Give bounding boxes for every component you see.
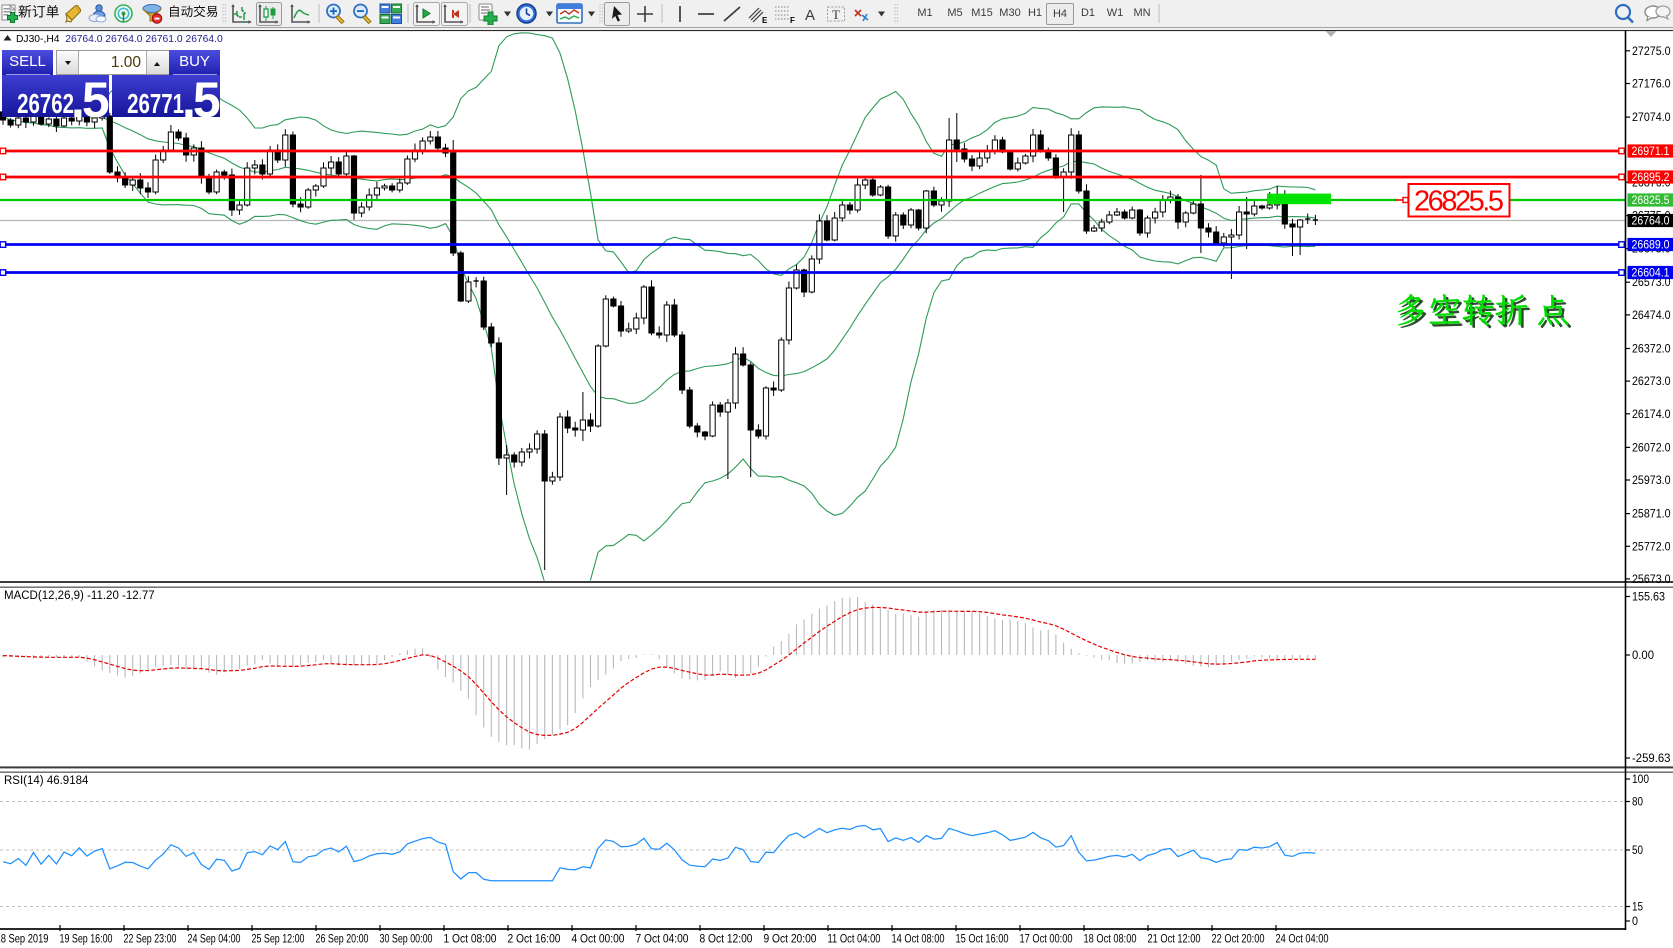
svg-text:25871.0: 25871.0	[1632, 509, 1671, 521]
svg-text:24 Sep 04:00: 24 Sep 04:00	[188, 934, 241, 946]
svg-text:26825.5: 26825.5	[1414, 186, 1504, 218]
svg-text:14 Oct 08:00: 14 Oct 08:00	[892, 934, 945, 946]
svg-text:25 Sep 12:00: 25 Sep 12:00	[252, 934, 305, 946]
svg-text:26573.0: 26573.0	[1632, 277, 1671, 289]
svg-text:26895.2: 26895.2	[1632, 172, 1670, 184]
svg-text:26971.1: 26971.1	[1632, 146, 1670, 158]
svg-text:T: T	[832, 7, 840, 22]
svg-text:9 Oct 20:00: 9 Oct 20:00	[764, 934, 817, 946]
svg-text:F: F	[790, 16, 795, 25]
svg-text:27074.0: 27074.0	[1632, 112, 1671, 124]
svg-text:0.00: 0.00	[1632, 650, 1654, 662]
svg-text:26825.5: 26825.5	[1632, 195, 1670, 207]
svg-text:15: 15	[1632, 902, 1643, 914]
svg-text:7 Oct 04:00: 7 Oct 04:00	[636, 934, 689, 946]
svg-text:22 Oct 20:00: 22 Oct 20:00	[1212, 934, 1265, 946]
svg-text:4 Oct 00:00: 4 Oct 00:00	[572, 934, 625, 946]
svg-text:50: 50	[1632, 845, 1643, 857]
svg-text:25973.0: 25973.0	[1632, 475, 1671, 487]
svg-text:26 Sep 20:00: 26 Sep 20:00	[316, 934, 369, 946]
svg-text:24 Oct 04:00: 24 Oct 04:00	[1276, 934, 1329, 946]
svg-text:17 Oct 00:00: 17 Oct 00:00	[1020, 934, 1073, 946]
svg-text:26372.0: 26372.0	[1632, 344, 1671, 356]
svg-text:18 Sep 2019: 18 Sep 2019	[0, 934, 49, 946]
svg-text:15 Oct 16:00: 15 Oct 16:00	[956, 934, 1009, 946]
svg-text:155.63: 155.63	[1632, 592, 1665, 604]
svg-text:2 Oct 16:00: 2 Oct 16:00	[508, 934, 561, 946]
svg-text:100: 100	[1632, 774, 1649, 786]
svg-text:26174.0: 26174.0	[1632, 409, 1671, 421]
svg-text:11 Oct 04:00: 11 Oct 04:00	[828, 934, 881, 946]
svg-text:0: 0	[1632, 916, 1638, 928]
svg-text:19 Sep 16:00: 19 Sep 16:00	[60, 934, 113, 946]
svg-text:21 Oct 12:00: 21 Oct 12:00	[1148, 934, 1201, 946]
svg-text:30 Sep 00:00: 30 Sep 00:00	[380, 934, 433, 946]
svg-text:22 Sep 23:00: 22 Sep 23:00	[124, 934, 177, 946]
svg-text:RSI(14) 46.9184: RSI(14) 46.9184	[4, 775, 89, 787]
svg-text:25673.0: 25673.0	[1632, 574, 1671, 586]
svg-text:8 Oct 12:00: 8 Oct 12:00	[700, 934, 753, 946]
svg-text:26273.0: 26273.0	[1632, 376, 1671, 388]
svg-text:26072.0: 26072.0	[1632, 442, 1671, 454]
svg-text:1 Oct 08:00: 1 Oct 08:00	[444, 934, 497, 946]
svg-text:27275.0: 27275.0	[1632, 46, 1671, 58]
svg-text:27176.0: 27176.0	[1632, 79, 1671, 91]
svg-text:26604.1: 26604.1	[1632, 268, 1670, 280]
svg-text:25772.0: 25772.0	[1632, 541, 1671, 553]
svg-text:80: 80	[1632, 797, 1643, 809]
svg-text:26764.0: 26764.0	[1632, 216, 1670, 228]
svg-text:26474.0: 26474.0	[1632, 310, 1671, 322]
svg-text:A: A	[805, 7, 815, 24]
svg-text:26689.0: 26689.0	[1632, 240, 1670, 252]
svg-text:-259.63: -259.63	[1632, 753, 1671, 765]
svg-text:MACD(12,26,9) -11.20 -12.77: MACD(12,26,9) -11.20 -12.77	[4, 590, 155, 602]
svg-text:18 Oct 08:00: 18 Oct 08:00	[1084, 934, 1137, 946]
svg-text:E: E	[762, 16, 768, 25]
